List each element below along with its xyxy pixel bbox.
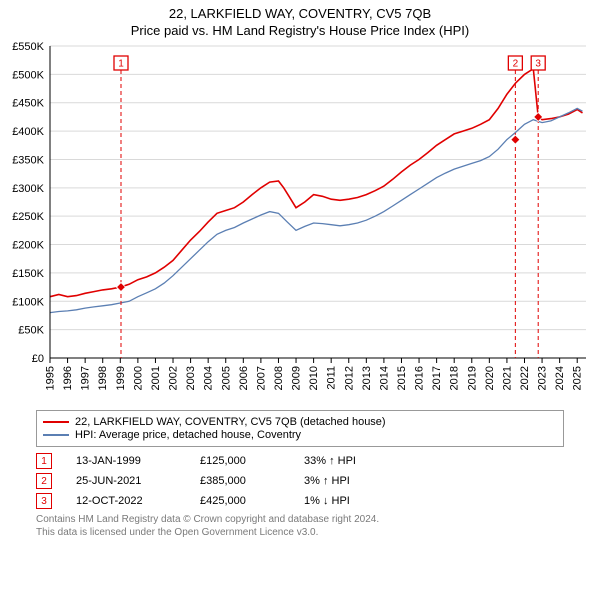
line-chart-svg: £0 £50K £100K £150K £200K £250K £300K £350K £400… (0, 42, 600, 402)
txn-date: 25-JUN-2021 (76, 475, 176, 487)
y-tick-label: £150K (12, 268, 44, 280)
x-tick-label: 2011 (326, 366, 338, 390)
x-tick-label: 2020 (484, 366, 496, 390)
y-tick-label: £0 (32, 353, 44, 365)
chart-title-main: 22, LARKFIELD WAY, COVENTRY, CV5 7QB (0, 6, 600, 21)
x-tick-label: 2014 (378, 366, 390, 390)
x-tick-label: 2025 (572, 366, 584, 390)
y-tick-label: £500K (12, 69, 44, 81)
y-tick-label: £50K (18, 325, 44, 337)
legend-row-property: 22, LARKFIELD WAY, COVENTRY, CV5 7QB (de… (43, 416, 557, 428)
txn-row: 1 13-JAN-1999 £125,000 33% ↑ HPI (36, 453, 564, 469)
x-tick-label: 2001 (150, 366, 162, 390)
x-tick-label: 2005 (220, 366, 232, 390)
txn-marker-diamond (511, 135, 520, 144)
x-tick-label: 2008 (273, 366, 285, 390)
x-tick-label: 2009 (291, 366, 303, 390)
x-tick-label: 2016 (414, 366, 426, 390)
txn-marker-idx: 1 (118, 59, 124, 70)
txn-marker-idx: 3 (535, 59, 541, 70)
x-tick-label: 2018 (449, 366, 461, 390)
x-tick-label: 2017 (431, 366, 443, 390)
x-tick-label: 2004 (203, 366, 215, 390)
txn-price: £385,000 (200, 475, 280, 487)
x-tick-label: 2006 (238, 366, 250, 390)
x-tick-label: 2007 (255, 366, 267, 390)
chart-title-sub: Price paid vs. HM Land Registry's House … (0, 23, 600, 38)
legend-swatch-property (43, 421, 69, 423)
txn-idx-box: 1 (36, 453, 52, 469)
y-tick-label: £550K (12, 42, 44, 53)
txn-price: £125,000 (200, 455, 280, 467)
legend-row-hpi: HPI: Average price, detached house, Cove… (43, 429, 557, 441)
y-tick-label: £350K (12, 154, 44, 166)
x-tick-label: 2024 (554, 366, 566, 390)
x-tick-label: 2012 (343, 366, 355, 390)
footer-text: Contains HM Land Registry data © Crown c… (36, 513, 564, 539)
x-tick-label: 1995 (45, 366, 57, 390)
footer-line2: This data is licensed under the Open Gov… (36, 526, 564, 539)
y-tick-label: £400K (12, 126, 44, 138)
x-tick-label: 2022 (519, 366, 531, 390)
txn-date: 13-JAN-1999 (76, 455, 176, 467)
txn-diff: 33% ↑ HPI (304, 455, 384, 467)
x-tick-label: 2010 (308, 366, 320, 390)
legend-label-hpi: HPI: Average price, detached house, Cove… (75, 429, 301, 441)
txn-idx-box: 2 (36, 473, 52, 489)
y-tick-label: £450K (12, 98, 44, 110)
x-tick-label: 2000 (132, 366, 144, 390)
x-tick-label: 1998 (97, 366, 109, 390)
transactions-table: 113-JAN-1999£125,00033% ↑ HPI225-JUN-202… (36, 453, 564, 509)
y-tick-label: £250K (12, 211, 44, 223)
y-tick-label: £100K (12, 296, 44, 308)
txn-diff: 1% ↓ HPI (304, 495, 384, 507)
x-tick-label: 1996 (62, 366, 74, 390)
txn-row: 3 12-OCT-2022 £425,000 1% ↓ HPI (36, 493, 564, 509)
footer-line1: Contains HM Land Registry data © Crown c… (36, 513, 564, 526)
x-tick-label: 2019 (466, 366, 478, 390)
txn-marker-idx: 2 (513, 59, 519, 70)
y-tick-label: £200K (12, 240, 44, 252)
x-tick-label: 2013 (361, 366, 373, 390)
legend-label-property: 22, LARKFIELD WAY, COVENTRY, CV5 7QB (de… (75, 416, 386, 428)
legend-swatch-hpi (43, 434, 69, 436)
txn-date: 12-OCT-2022 (76, 495, 176, 507)
txn-idx-box: 3 (36, 493, 52, 509)
x-tick-label: 2015 (396, 366, 408, 390)
x-tick-label: 2003 (185, 366, 197, 390)
txn-diff: 3% ↑ HPI (304, 475, 384, 487)
chart-area: £0 £50K £100K £150K £200K £250K £300K £350K £400… (0, 42, 600, 402)
legend-box: 22, LARKFIELD WAY, COVENTRY, CV5 7QB (de… (36, 410, 564, 447)
txn-row: 2 25-JUN-2021 £385,000 3% ↑ HPI (36, 473, 564, 489)
x-tick-label: 2002 (168, 366, 180, 390)
txn-marker-diamond (116, 283, 125, 292)
txn-price: £425,000 (200, 495, 280, 507)
x-tick-label: 1999 (115, 366, 127, 390)
x-tick-label: 2023 (537, 366, 549, 390)
series-hpi (50, 108, 583, 312)
x-tick-label: 1997 (80, 366, 92, 390)
x-tick-label: 2021 (501, 366, 513, 390)
y-tick-label: £300K (12, 183, 44, 195)
